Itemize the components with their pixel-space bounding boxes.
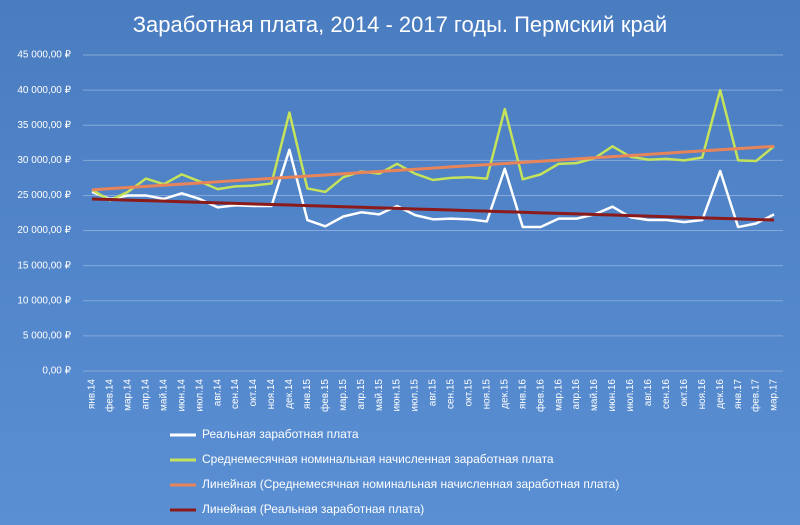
x-tick-label: фев.15: [319, 379, 331, 412]
y-tick-label: 15 000,00 ₽: [17, 260, 71, 271]
x-tick-label: июн.14: [176, 379, 187, 412]
x-tick-label: май.16: [589, 379, 600, 411]
x-tick-label: янв.14: [87, 379, 98, 410]
x-tick-label: фев.17: [750, 379, 762, 412]
x-tick-label: окт.16: [679, 379, 690, 407]
x-tick-label: авг.14: [212, 379, 223, 407]
y-tick-label: 45 000,00 ₽: [17, 50, 71, 61]
x-tick-label: авг.15: [428, 379, 439, 407]
chart-title: Заработная плата, 2014 - 2017 годы. Перм…: [133, 12, 667, 37]
x-tick-label: сен.15: [446, 379, 457, 409]
x-tick-label: дек.16: [715, 379, 726, 409]
x-tick-label: янв.17: [733, 379, 744, 410]
x-tick-label: апр.14: [140, 379, 151, 410]
x-tick-label: окт.15: [464, 379, 475, 407]
x-tick-label: сен.14: [230, 379, 241, 409]
x-tick-label: май.15: [374, 379, 385, 411]
y-tick-label: 5 000,00 ₽: [23, 331, 72, 342]
x-tick-label: сен.16: [661, 379, 672, 409]
x-tick-label: янв.16: [517, 379, 528, 410]
y-tick-label: 10 000,00 ₽: [17, 295, 71, 306]
x-tick-label: авг.16: [643, 379, 654, 407]
y-tick-label: 25 000,00 ₽: [17, 190, 71, 201]
x-tick-label: ноя.14: [266, 379, 277, 410]
x-tick-label: фев.16: [534, 379, 546, 412]
x-tick-label: июн.16: [607, 379, 618, 412]
x-tick-label: дек.15: [499, 379, 510, 409]
x-tick-label: ноя.15: [481, 379, 492, 410]
x-tick-label: июл.15: [410, 379, 421, 412]
x-tick-label: апр.16: [571, 379, 582, 410]
legend-label: Среднемесячная номинальная начисленная з…: [202, 452, 554, 466]
x-tick-label: июл.14: [194, 379, 205, 412]
x-tick-label: окт.14: [248, 379, 259, 407]
y-tick-label: 30 000,00 ₽: [17, 155, 71, 166]
x-tick-label: янв.15: [302, 379, 313, 410]
x-tick-label: мар.16: [553, 379, 564, 411]
x-tick-label: июн.15: [392, 379, 403, 412]
x-tick-label: мар.15: [338, 379, 349, 411]
x-tick-label: фев.14: [104, 379, 116, 412]
x-tick-label: мар.17: [769, 379, 780, 411]
series-line: [91, 144, 775, 192]
legend-label: Линейная (Реальная заработная плата): [202, 502, 424, 516]
x-tick-label: дек.14: [284, 379, 295, 409]
legend-label: Линейная (Среднемесячная номинальная нач…: [202, 477, 619, 491]
legend-label: Реальная заработная плата: [202, 427, 359, 441]
y-tick-label: 0,00 ₽: [42, 366, 71, 377]
x-tick-label: ноя.16: [697, 379, 708, 410]
y-tick-label: 20 000,00 ₽: [17, 225, 71, 236]
x-tick-label: июл.16: [625, 379, 636, 412]
y-tick-label: 40 000,00 ₽: [17, 85, 71, 96]
x-tick-label: апр.15: [356, 379, 367, 410]
y-tick-label: 35 000,00 ₽: [17, 120, 71, 131]
series-line: [91, 197, 775, 222]
x-tick-label: май.14: [158, 379, 169, 411]
x-tick-label: мар.14: [123, 379, 134, 411]
